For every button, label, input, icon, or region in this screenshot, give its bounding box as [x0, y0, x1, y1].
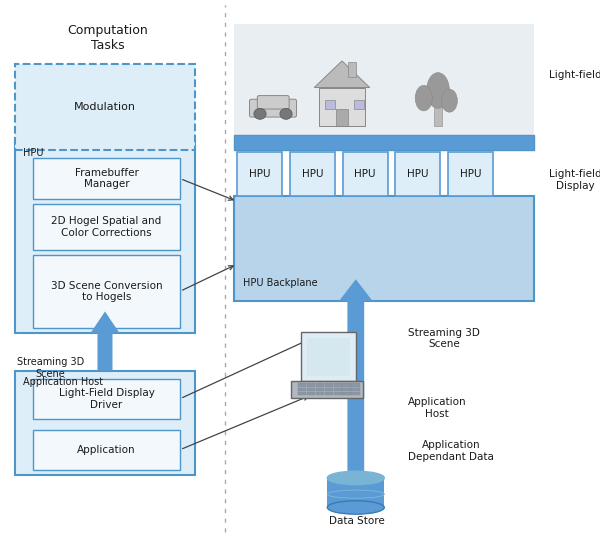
Text: HPU: HPU	[407, 169, 428, 179]
FancyBboxPatch shape	[33, 430, 180, 470]
Text: Light-field
Display: Light-field Display	[549, 169, 600, 191]
FancyBboxPatch shape	[336, 110, 348, 126]
FancyBboxPatch shape	[325, 100, 335, 109]
FancyBboxPatch shape	[290, 152, 335, 196]
Text: 3D Scene Conversion
to Hogels: 3D Scene Conversion to Hogels	[50, 280, 163, 302]
FancyBboxPatch shape	[301, 332, 356, 381]
FancyBboxPatch shape	[234, 24, 534, 137]
FancyBboxPatch shape	[343, 152, 388, 196]
FancyBboxPatch shape	[448, 152, 493, 196]
FancyBboxPatch shape	[343, 383, 351, 387]
Text: Light-Field Display
Driver: Light-Field Display Driver	[59, 388, 154, 410]
Text: Streaming 3D
Scene: Streaming 3D Scene	[17, 357, 84, 379]
FancyBboxPatch shape	[334, 392, 342, 395]
Ellipse shape	[442, 89, 457, 112]
Text: Light-field: Light-field	[549, 70, 600, 80]
Polygon shape	[340, 279, 372, 475]
Polygon shape	[314, 61, 370, 88]
Text: HPU: HPU	[23, 148, 43, 158]
FancyBboxPatch shape	[307, 388, 315, 391]
FancyBboxPatch shape	[237, 152, 282, 196]
FancyBboxPatch shape	[328, 478, 384, 507]
FancyBboxPatch shape	[325, 392, 333, 395]
Text: Application
Host: Application Host	[408, 397, 467, 419]
Circle shape	[254, 108, 266, 119]
Ellipse shape	[328, 500, 384, 514]
FancyBboxPatch shape	[15, 371, 195, 475]
Text: Application Host: Application Host	[23, 377, 103, 387]
FancyBboxPatch shape	[343, 392, 351, 395]
Polygon shape	[91, 311, 119, 371]
Ellipse shape	[415, 85, 432, 111]
Text: Modulation: Modulation	[74, 103, 136, 112]
FancyBboxPatch shape	[334, 383, 342, 387]
FancyBboxPatch shape	[307, 392, 315, 395]
FancyBboxPatch shape	[33, 158, 180, 199]
Text: Framebuffer
Manager: Framebuffer Manager	[74, 168, 139, 190]
FancyBboxPatch shape	[334, 388, 342, 391]
Ellipse shape	[328, 471, 384, 484]
FancyBboxPatch shape	[15, 64, 195, 150]
FancyBboxPatch shape	[234, 196, 534, 301]
FancyBboxPatch shape	[307, 338, 350, 376]
Text: Data Store: Data Store	[329, 516, 385, 526]
FancyBboxPatch shape	[352, 388, 360, 391]
Circle shape	[280, 108, 292, 119]
FancyBboxPatch shape	[298, 388, 306, 391]
FancyBboxPatch shape	[316, 392, 324, 395]
FancyBboxPatch shape	[352, 383, 360, 387]
FancyBboxPatch shape	[33, 204, 180, 250]
FancyBboxPatch shape	[307, 383, 315, 387]
FancyBboxPatch shape	[325, 388, 333, 391]
Ellipse shape	[427, 72, 449, 108]
FancyBboxPatch shape	[316, 383, 324, 387]
FancyBboxPatch shape	[319, 88, 365, 126]
FancyBboxPatch shape	[292, 381, 363, 398]
Text: Application: Application	[77, 445, 136, 455]
FancyBboxPatch shape	[434, 103, 442, 126]
FancyBboxPatch shape	[257, 96, 289, 109]
FancyBboxPatch shape	[234, 135, 534, 150]
FancyBboxPatch shape	[15, 140, 195, 333]
Text: HPU: HPU	[249, 169, 270, 179]
FancyBboxPatch shape	[354, 100, 364, 109]
Text: Computation
Tasks: Computation Tasks	[68, 24, 148, 52]
Text: Streaming 3D
Scene: Streaming 3D Scene	[408, 328, 480, 349]
FancyBboxPatch shape	[343, 388, 351, 391]
FancyBboxPatch shape	[395, 152, 440, 196]
FancyBboxPatch shape	[348, 62, 356, 77]
FancyBboxPatch shape	[316, 388, 324, 391]
FancyBboxPatch shape	[352, 392, 360, 395]
FancyBboxPatch shape	[298, 392, 306, 395]
FancyBboxPatch shape	[33, 379, 180, 419]
Text: HPU: HPU	[460, 169, 481, 179]
FancyBboxPatch shape	[33, 255, 180, 328]
Text: 2D Hogel Spatial and
Color Corrections: 2D Hogel Spatial and Color Corrections	[52, 216, 161, 238]
FancyBboxPatch shape	[250, 99, 296, 117]
FancyBboxPatch shape	[298, 383, 306, 387]
Text: HPU: HPU	[302, 169, 323, 179]
FancyBboxPatch shape	[325, 383, 333, 387]
Text: HPU: HPU	[355, 169, 376, 179]
Text: Application
Dependant Data: Application Dependant Data	[408, 440, 494, 462]
Text: HPU Backplane: HPU Backplane	[243, 278, 317, 288]
